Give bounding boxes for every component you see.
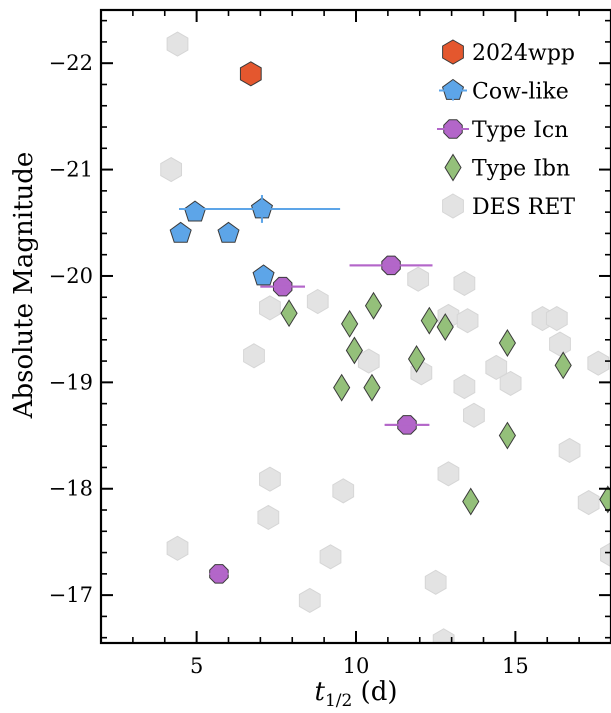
data-point-des-ret — [549, 331, 571, 357]
data-point-des-ret — [257, 504, 280, 531]
y-tick-label: −18 — [49, 477, 93, 501]
data-point-des-ret — [437, 461, 460, 487]
data-point-type-ibn — [554, 351, 572, 380]
data-point-des-ret — [453, 270, 476, 296]
x-tick-label: 10 — [343, 654, 370, 678]
legend-item-type-ibn: Type Ibn — [444, 153, 570, 182]
data-point-des-ret — [424, 569, 447, 595]
series-2024wpp — [239, 61, 262, 87]
series-des-ret — [160, 31, 611, 643]
data-point-des-ret — [306, 288, 329, 315]
data-point-2024wpp — [239, 61, 262, 87]
data-point-des-ret — [456, 308, 479, 334]
x-axis-label-subscript: 1/2 — [325, 691, 352, 709]
legend-marker-type-ibn — [444, 153, 462, 182]
data-point-type-ibn — [364, 291, 383, 320]
data-point-type-ibn — [280, 299, 298, 328]
data-point-cow-like — [252, 264, 275, 286]
data-point-des-ret — [160, 157, 183, 183]
data-point-des-ret — [545, 305, 568, 332]
data-point-des-ret — [558, 437, 581, 464]
data-point-type-ibn — [498, 421, 516, 450]
legend-item-des-ret: DES RET — [442, 193, 575, 220]
series-type-icn — [209, 255, 433, 584]
legend-marker-des-ret — [442, 193, 464, 219]
data-point-des-ret — [259, 295, 281, 321]
data-point-des-ret — [259, 466, 281, 492]
data-point-des-ret — [453, 374, 476, 400]
data-point-type-ibn — [420, 306, 438, 335]
data-point-des-ret — [432, 628, 455, 643]
data-point-type-ibn — [333, 373, 351, 402]
y-axis-label: Absolute Magnitude — [9, 152, 39, 420]
x-axis-label-unit: (d) — [352, 677, 397, 707]
data-point-type-ibn — [462, 487, 480, 516]
data-point-des-ret — [463, 402, 485, 428]
legend-item-cow-like: Cow-like — [439, 78, 569, 105]
data-point-des-ret — [166, 31, 189, 57]
data-point-des-ret — [499, 370, 522, 396]
data-point-type-ibn — [363, 373, 381, 402]
data-point-type-ibn — [498, 329, 516, 357]
data-point-des-ret — [600, 542, 611, 568]
data-point-des-ret — [319, 544, 342, 570]
y-tick-label: −20 — [49, 264, 93, 288]
x-axis-label: t1/2 (d) — [314, 677, 397, 709]
x-axis-label-main: t — [314, 677, 325, 707]
axis-tick-labels: 5 10 15 −17 −18 −19 −20 −21 −22 — [49, 51, 529, 678]
data-point-type-ibn — [436, 313, 454, 341]
plot-marks — [160, 31, 611, 643]
data-point-des-ret — [485, 354, 508, 381]
axis-ticks — [100, 10, 611, 643]
data-point-cow-like — [217, 221, 240, 243]
y-tick-label: −17 — [49, 583, 93, 607]
data-point-des-ret — [166, 535, 189, 561]
data-point-type-ibn — [341, 309, 359, 338]
series-type-ibn — [280, 291, 611, 516]
data-point-des-ret — [407, 266, 430, 292]
legend-label: Type Ibn — [472, 157, 570, 182]
data-point-cow-like — [169, 221, 192, 243]
series-cow-like — [169, 195, 341, 286]
data-point-des-ret — [332, 478, 355, 504]
data-point-cow-like — [183, 200, 207, 222]
x-tick-label: 5 — [190, 654, 203, 678]
legend-label: Cow-like — [472, 80, 569, 105]
legend-item-2024wpp: 2024wpp — [442, 39, 575, 66]
data-point-des-ret — [577, 489, 600, 516]
data-point-des-ret — [298, 587, 321, 614]
legend: 2024wpp Cow-like Type Icn Type Ibn DES RET — [437, 39, 575, 220]
data-point-des-ret — [587, 350, 610, 376]
legend-label: 2024wpp — [472, 41, 575, 66]
data-point-type-ibn — [599, 485, 611, 514]
data-point-des-ret — [243, 343, 265, 369]
legend-marker-2024wpp — [442, 39, 464, 65]
data-point-type-ibn — [407, 344, 426, 373]
legend-item-type-icn: Type Icn — [437, 118, 568, 143]
y-tick-label: −21 — [49, 158, 93, 182]
legend-label: DES RET — [472, 195, 575, 220]
y-tick-label: −19 — [49, 370, 93, 394]
x-tick-label: 15 — [502, 654, 529, 678]
data-point-type-ibn — [345, 336, 363, 365]
y-tick-label: −22 — [49, 51, 93, 75]
legend-label: Type Icn — [472, 118, 568, 143]
